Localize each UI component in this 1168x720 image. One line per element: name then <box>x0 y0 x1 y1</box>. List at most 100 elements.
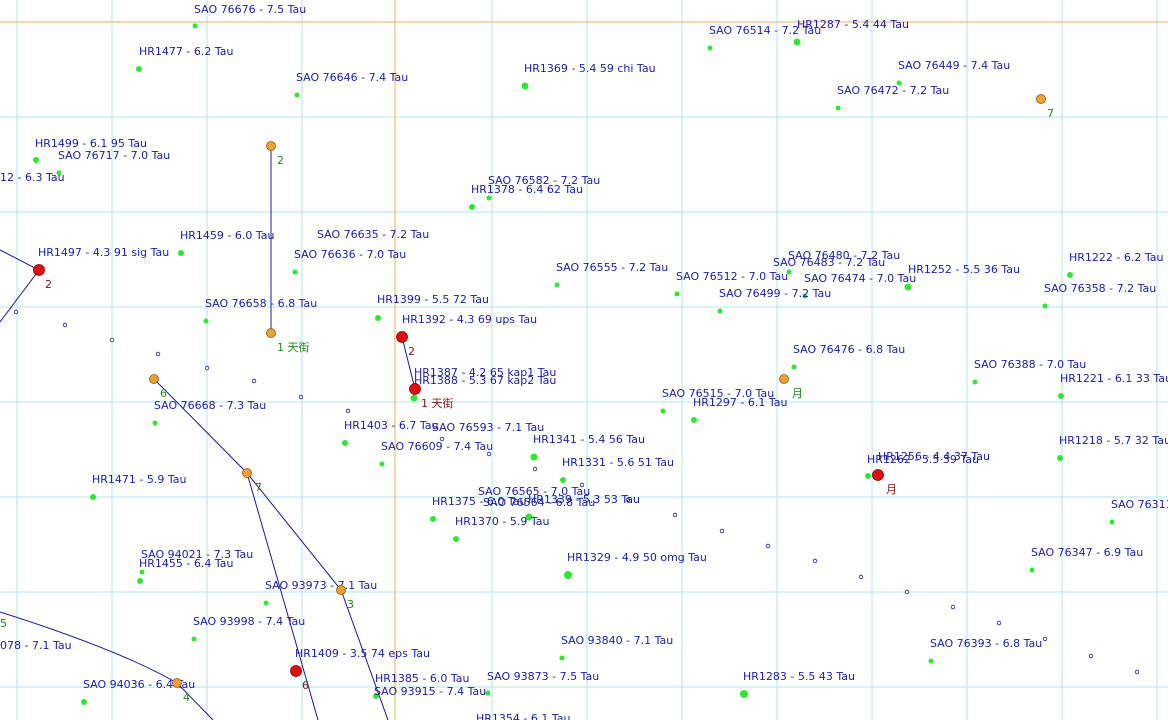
star-dot <box>791 364 797 370</box>
faint-star <box>904 589 910 595</box>
planet-marker <box>266 141 276 151</box>
faint-star <box>765 543 771 549</box>
star-label: HR1252 - 5.5 36 Tau <box>908 263 1020 276</box>
star-label: HR1392 - 4.3 69 ups Tau <box>402 313 537 326</box>
planet-marker <box>266 328 276 338</box>
star-label: SAO 94036 - 6.4 Tau <box>83 678 195 691</box>
track <box>153 378 389 720</box>
planet-marker <box>242 468 252 478</box>
star-label: SAO 76565 - 7.0 Tau <box>478 485 590 498</box>
star-dot <box>263 600 269 606</box>
faint-star <box>858 574 864 580</box>
star-label: HR1221 - 6.1 33 Tau <box>1060 372 1168 385</box>
faint-star <box>1042 636 1048 642</box>
star-dot <box>786 269 792 275</box>
star-dot <box>1058 393 1064 399</box>
star-dot <box>294 92 300 98</box>
star-label: SAO 76514 - 7.2 Tau <box>709 24 821 37</box>
star-dot <box>802 293 808 299</box>
star-dot <box>559 655 565 661</box>
star-dot <box>521 82 529 90</box>
marker-label: 月 <box>886 483 897 496</box>
star-label: HR1499 - 6.1 95 Tau <box>35 137 147 150</box>
star-dot <box>674 291 680 297</box>
star-dot <box>33 157 39 163</box>
faint-stars <box>13 309 1140 675</box>
star-dot <box>707 45 713 51</box>
star-label: HR1222 - 6.2 Tau <box>1069 251 1163 264</box>
star-label: SAO 76388 - 7.0 Tau <box>974 358 1086 371</box>
star-dot <box>896 80 902 86</box>
star-label: HR1375 - 6.0 Tau <box>432 495 526 508</box>
star-dot <box>379 461 385 467</box>
star-label: HR1497 - 4.3 91 sig Tau <box>38 246 169 259</box>
star-label: HR1387 - 4.2 65 kap1 Tau <box>414 366 556 379</box>
star-label: SAO 76676 - 7.5 Tau <box>194 3 306 16</box>
faint-star <box>486 451 492 457</box>
faint-star <box>672 512 678 518</box>
star-dot <box>81 699 87 705</box>
faint-star <box>62 322 68 328</box>
star-dot <box>1067 272 1073 278</box>
star-dot <box>835 105 841 111</box>
star-label: 12 - 6.3 Tau <box>0 171 65 184</box>
star-label: SAO 76636 - 7.0 Tau <box>294 248 406 261</box>
star-dot <box>410 394 418 402</box>
star-dot <box>530 453 538 461</box>
star-label: HR1403 - 6.7 Tau <box>344 419 438 432</box>
planet-marker <box>149 374 159 384</box>
star-dot <box>691 417 697 423</box>
star-dot <box>1042 303 1048 309</box>
bright-marker <box>290 665 302 677</box>
star-label: SAO 76499 - 7.2 Tau <box>719 287 831 300</box>
faint-star <box>1134 669 1140 675</box>
faint-star <box>812 558 818 564</box>
star-label: SAO 94021 - 7.3 Tau <box>141 548 253 561</box>
star-dot <box>136 66 142 72</box>
star-label: SAO 93915 - 7.4 Tau <box>374 685 486 698</box>
marker-label: 2 <box>408 345 415 358</box>
star-dot <box>660 408 666 414</box>
star-label: HR1378 - 6.4 62 Tau <box>471 183 583 196</box>
star-label: SAO 76480 - 7.2 Tau <box>788 249 900 262</box>
star-label: HR1385 - 6.0 Tau <box>375 672 469 685</box>
star-label: HR1399 - 5.5 72 Tau <box>377 293 489 306</box>
star-label: SAO 76347 - 6.9 Tau <box>1031 546 1143 559</box>
marker-label: 1 天街 <box>277 340 310 354</box>
star-label: HR1455 - 6.4 Tau <box>139 557 233 570</box>
star-label: HR1256 - 4.4 37 Tau <box>878 450 990 463</box>
star-dot <box>292 269 298 275</box>
star-dot <box>972 379 978 385</box>
star-label: SAO 76593 - 7.1 Tau <box>432 421 544 434</box>
star-dot <box>137 578 143 584</box>
star-label: SAO 93998 - 7.4 Tau <box>193 615 305 628</box>
marker-label: 4 <box>183 691 190 704</box>
planet-marker <box>172 678 182 688</box>
bright-marker <box>872 469 884 481</box>
star-label: SAO 76358 - 7.2 Tau <box>1044 282 1156 295</box>
star-label: SAO 76515 - 7.0 Tau <box>662 387 774 400</box>
faint-star <box>579 482 585 488</box>
marker-label: 6 <box>302 679 309 692</box>
star-label: HR1471 - 5.9 Tau <box>92 473 186 486</box>
marker-label: 2 <box>277 154 284 167</box>
star-dot <box>486 195 492 201</box>
marker-label: 2 <box>45 278 52 291</box>
star-label: HR1459 - 6.0 Tau <box>180 229 274 242</box>
star-label: HR1370 - 5.9 Tau <box>455 515 549 528</box>
star-label: HR1287 - 5.4 44 Tau <box>797 18 909 31</box>
planet-marker <box>1036 94 1046 104</box>
star-label: HR1297 - 6.1 Tau <box>693 396 787 409</box>
track <box>0 611 214 720</box>
star-dot <box>740 690 748 698</box>
planet-marker <box>336 585 346 595</box>
faint-star <box>204 365 210 371</box>
star-label: SAO 76472 - 7.2 Tau <box>837 84 949 97</box>
star-dot <box>793 38 801 46</box>
faint-star <box>950 604 956 610</box>
star-label: HR1283 - 5.5 43 Tau <box>743 670 855 683</box>
star-dot <box>56 170 62 176</box>
